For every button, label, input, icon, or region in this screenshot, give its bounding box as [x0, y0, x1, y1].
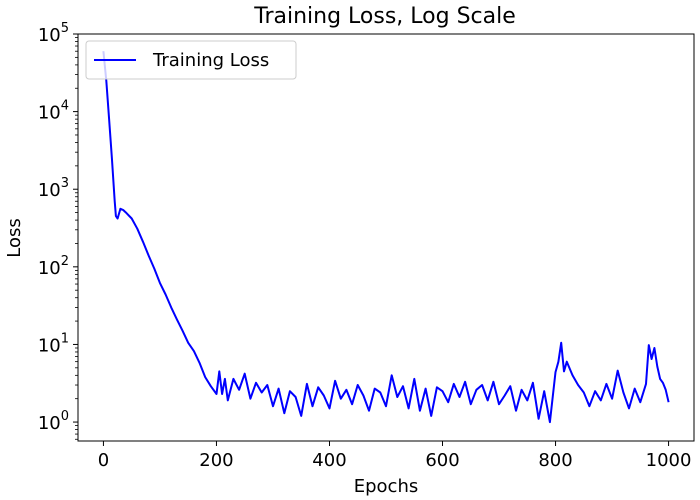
legend-frame	[85, 40, 297, 80]
y-tick-label: 105	[38, 21, 69, 46]
plot-area: 0 200 400 600 800 1000 100 101 102 103 104 105	[38, 21, 695, 471]
plot-frame	[77, 33, 695, 442]
y-tick-label: 103	[38, 176, 69, 201]
legend-label: Training Loss	[152, 50, 269, 71]
x-tick-label: 1000	[646, 450, 692, 471]
y-tick-label: 102	[38, 254, 69, 279]
series-line-training-loss	[102, 51, 670, 424]
y-tick-label: 101	[38, 331, 69, 356]
x-tick-label: 600	[425, 450, 459, 471]
x-tick-label: 800	[538, 450, 572, 471]
legend: Training Loss	[85, 40, 297, 80]
x-axis-label: Epochs	[354, 476, 419, 497]
x-tick-label: 400	[312, 450, 346, 471]
chart-title: Training Loss, Log Scale	[253, 4, 516, 29]
y-tick-label: 100	[38, 409, 69, 434]
series-layer	[102, 51, 670, 424]
y-axis: 100 101 102 103 104 105	[38, 21, 78, 440]
y-tick-label: 104	[38, 99, 69, 124]
x-axis: 0 200 400 600 800 1000	[98, 441, 692, 471]
y-axis-label: Loss	[4, 218, 25, 257]
x-tick-label: 200	[199, 450, 233, 471]
x-tick-label: 0	[98, 450, 109, 471]
